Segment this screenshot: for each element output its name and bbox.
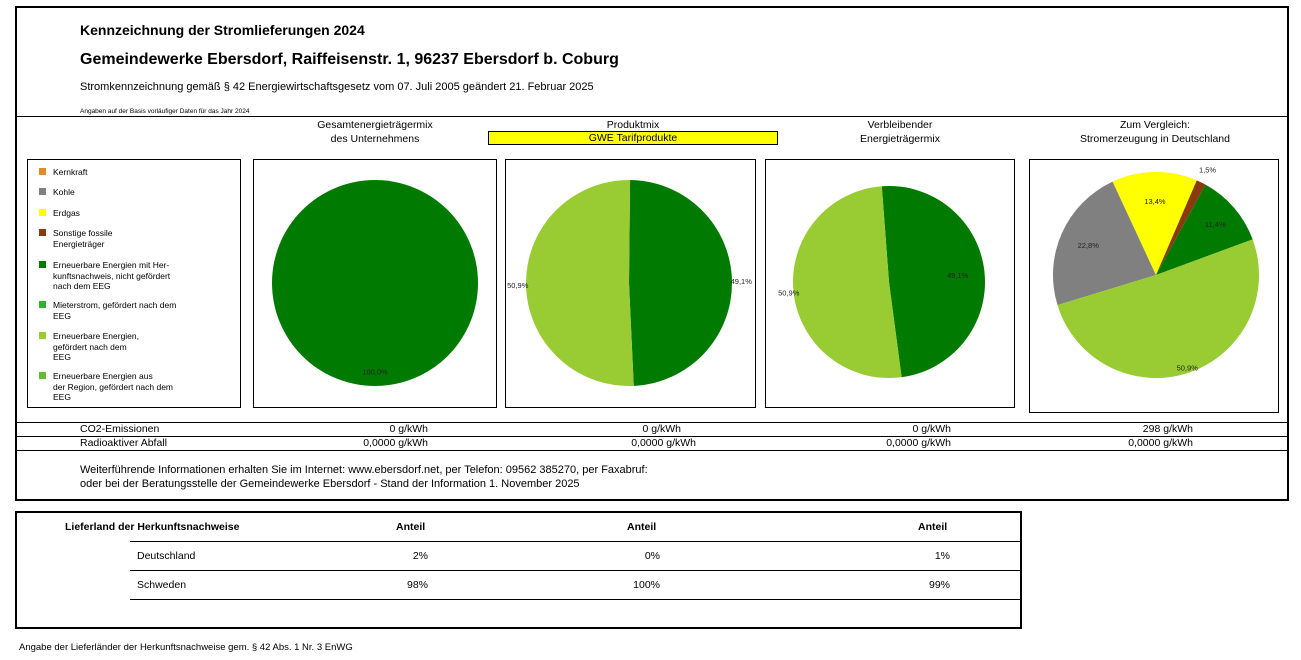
pie-slice [1057, 239, 1259, 378]
legend-item: Sonstige fossile Energieträger [39, 228, 232, 249]
pie-slice [1053, 181, 1156, 306]
co2-label: CO2-Emissionen [80, 423, 160, 435]
legend-swatch [39, 301, 46, 308]
origin-row-divider [130, 570, 1020, 571]
origin-share: 98% [406, 579, 428, 591]
legend-swatch [39, 229, 46, 236]
origin-row-divider [130, 541, 1020, 542]
origin-share: 99% [928, 579, 950, 591]
legend-label: Kohle [53, 187, 75, 197]
doc-title: Kennzeichnung der Stromlieferungen 2024 [80, 22, 365, 38]
legal-basis: Stromkennzeichnung gemäß § 42 Energiewir… [80, 81, 594, 93]
company-line: Gemeindewerke Ebersdorf, Raiffeisenstr. … [80, 51, 619, 68]
chart-box-company-mix: 100,0% [253, 159, 497, 408]
legend-item: Kernkraft [39, 167, 232, 178]
origin-col-header: Anteil [396, 521, 426, 533]
waste-label: Radioaktiver Abfall [80, 437, 167, 449]
pie-slice-label: 1,5% [1199, 165, 1216, 174]
co2-value: 0 g/kWh [389, 423, 428, 435]
pie-slice [629, 180, 733, 386]
origin-col-header: Anteil [918, 521, 948, 533]
divider-emissions-top [16, 422, 1288, 423]
legend-item: Erdgas [39, 208, 232, 219]
legend-box: Kernkraft Kohle Erdgas Sonstige fossile … [27, 159, 241, 408]
chart-box-germany: 22,8% 13,4% 1,5% 11,4% 50,9% [1029, 159, 1279, 413]
pie-slice-label: 22,8% [1078, 241, 1100, 250]
divider-emissions-bottom [16, 450, 1288, 451]
divider-emissions-mid [16, 436, 1288, 437]
pie-slice [526, 180, 634, 386]
waste-value: 0,0000 g/kWh [886, 437, 951, 449]
col-header-residual-mix: Verbleibender Energieträgermix [860, 119, 940, 145]
pie-slice [272, 180, 478, 386]
legend-label: Kernkraft [53, 167, 88, 177]
pie-slice-label: 13,4% [1144, 197, 1166, 206]
origin-col-header: Anteil [627, 521, 657, 533]
info-line-1: Weiterführende Informationen erhalten Si… [80, 464, 648, 476]
col-header-product-mix: Produktmix [606, 119, 660, 131]
origin-share: 0% [644, 550, 660, 562]
label-frame [15, 6, 1289, 501]
pie-slice-label: 49,1% [731, 277, 753, 286]
waste-value: 0,0000 g/kWh [1128, 437, 1193, 449]
waste-value: 0,0000 g/kWh [363, 437, 428, 449]
legend-item: Erneuerbare Energien, gefördert nach dem… [39, 331, 232, 363]
pie-chart-company-mix: 100,0% [272, 180, 478, 386]
co2-value: 298 g/kWh [1142, 423, 1193, 435]
co2-value: 0 g/kWh [912, 423, 951, 435]
pie-slice-label: 50,9% [507, 281, 529, 290]
legend-label: Sonstige fossile Energieträger [53, 228, 113, 249]
pie-slice-label: 11,4% [1205, 220, 1226, 229]
legend-label: Erneuerbare Energien aus der Region, gef… [53, 371, 174, 402]
legend-swatch [39, 261, 46, 268]
chart-box-product-mix: 49,1% 50,9% [505, 159, 756, 408]
origin-table-head: Lieferland der Herkunftsnachweise [65, 521, 240, 533]
info-line-2: oder bei der Beratungsstelle der Gemeind… [80, 478, 580, 490]
data-note: Angaben auf der Basis vorläufiger Daten … [80, 108, 250, 115]
legend-swatch [39, 209, 46, 216]
pie-slice-label: 50,9% [1177, 364, 1199, 373]
col-header-germany: Zum Vergleich: Stromerzeugung in Deutsch… [1079, 119, 1230, 145]
legend-label: Erdgas [53, 208, 80, 218]
origin-table [15, 511, 1022, 629]
pie-slice-label: 100,0% [362, 368, 388, 377]
pie-slice [793, 186, 902, 378]
footnote: Angabe der Lieferländer der Herkunftsnac… [19, 642, 353, 653]
legend-label: Erneuerbare Energien, gefördert nach dem… [53, 331, 140, 362]
pie-slice [1156, 184, 1253, 275]
legend-item: Kohle [39, 187, 232, 198]
col-header-company-mix: Gesamtenergieträgermix des Unternehmens [317, 119, 433, 145]
legend-swatch [39, 332, 46, 339]
origin-country: Deutschland [137, 550, 196, 562]
divider-top [16, 116, 1288, 117]
pie-chart-product-mix: 49,1% 50,9% [507, 180, 753, 386]
pie-chart-germany: 22,8% 13,4% 1,5% 11,4% 50,9% [1053, 165, 1259, 378]
pie-slice [1156, 180, 1206, 275]
origin-share: 1% [934, 550, 950, 562]
co2-value: 0 g/kWh [642, 423, 681, 435]
waste-value: 0,0000 g/kWh [631, 437, 696, 449]
pie-slice [881, 185, 986, 378]
origin-row-divider [130, 599, 1020, 600]
legend-label: Mieterstrom, gefördert nach dem EEG [53, 300, 177, 321]
origin-share: 100% [633, 579, 660, 591]
chart-box-residual-mix: 49,1% 50,9% [765, 159, 1015, 408]
product-name-highlight: GWE Tarifprodukte [488, 131, 778, 145]
legend-label: Erneuerbare Energien mit Her- kunftsnach… [53, 260, 171, 291]
pie-slice [1112, 172, 1197, 275]
pie-slice-label: 49,1% [947, 271, 969, 280]
pie-chart-residual-mix: 49,1% 50,9% [778, 185, 986, 378]
legend-item: Erneuerbare Energien mit Her- kunftsnach… [39, 260, 232, 292]
legend-swatch [39, 372, 46, 379]
legend-swatch [39, 168, 46, 175]
legend-swatch [39, 188, 46, 195]
origin-share: 2% [412, 550, 428, 562]
pie-slice-label: 50,9% [778, 288, 800, 297]
origin-country: Schweden [137, 579, 187, 591]
legend-item: Erneuerbare Energien aus der Region, gef… [39, 371, 232, 403]
legend-item: Mieterstrom, gefördert nach dem EEG [39, 300, 232, 321]
